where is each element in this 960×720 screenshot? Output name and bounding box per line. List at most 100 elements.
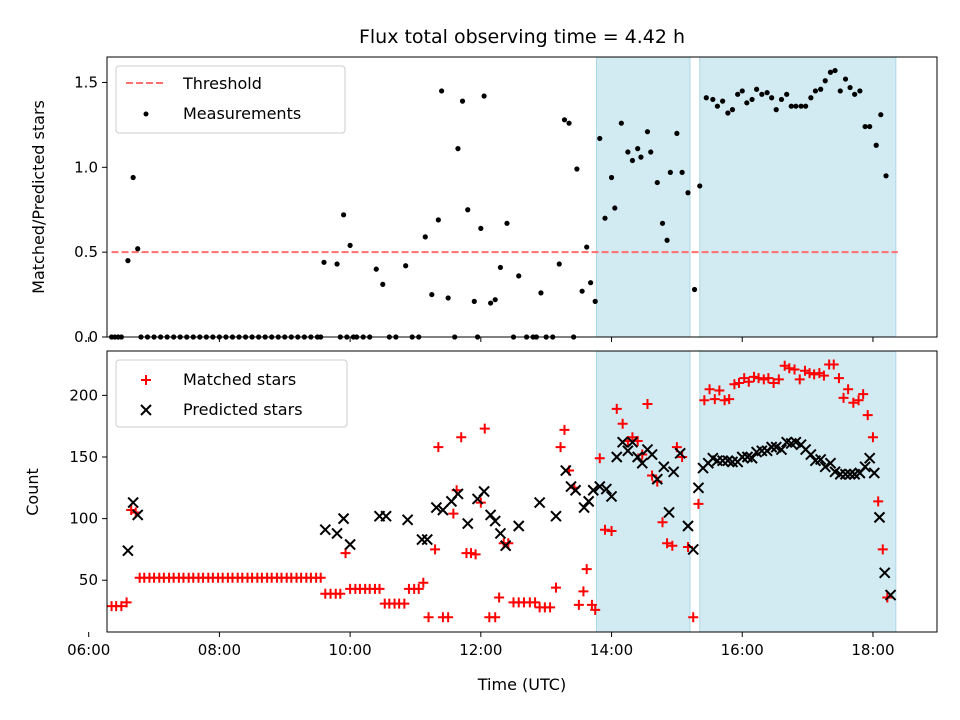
matched-star-point [456, 432, 467, 443]
predicted-star-point [344, 538, 356, 551]
predicted-star-point [658, 461, 670, 473]
matched-star-point [853, 395, 864, 406]
matched-star-point [758, 374, 769, 385]
measurement-point [422, 234, 428, 240]
predicted-star-point [578, 501, 590, 514]
matched-star-point [677, 451, 688, 462]
x-tick-label: 06:00 [67, 641, 110, 659]
measurement-point [597, 135, 603, 142]
predicted-star-point [337, 512, 350, 525]
measurement-point [516, 273, 522, 279]
measurement-point [754, 86, 760, 92]
legend-measurements-swatch [143, 111, 149, 117]
legend-predicted-swatch [140, 404, 152, 416]
measurement-point [878, 112, 884, 118]
matched-star-point [729, 379, 740, 390]
measurement-point [735, 91, 741, 97]
matched-star-point [647, 470, 658, 481]
x-axis-label: Time (UTC) [477, 675, 566, 694]
measurement-point [674, 130, 680, 136]
measurement-point [497, 264, 504, 271]
predicted-star-point [582, 495, 595, 508]
measurement-point [340, 212, 347, 218]
bottom-legend-box [115, 359, 348, 428]
measurement-point [759, 91, 765, 97]
measurement-point [725, 110, 731, 116]
measurement-point [857, 88, 863, 94]
measurement-point [635, 146, 641, 152]
measurement-point [862, 123, 868, 130]
predicted-star-point [839, 468, 852, 480]
measurement-point [822, 78, 828, 84]
matched-star-point [479, 423, 490, 434]
measurement-point [812, 88, 819, 94]
measurement-point [481, 93, 487, 99]
matched-star-point [753, 373, 764, 384]
predicted-star-point [132, 509, 144, 521]
predicted-star-point [605, 490, 618, 503]
measurement-point [847, 84, 853, 91]
measurement-point [130, 174, 136, 181]
matched-star-point [418, 577, 429, 588]
y-tick-label: 50 [79, 571, 98, 589]
measurement-point [584, 244, 590, 250]
matched-star-point [443, 612, 454, 623]
matched-star-point [828, 359, 839, 370]
matched-star-point [773, 374, 784, 385]
matched-star-point [877, 544, 888, 555]
matched-star-point [688, 612, 699, 623]
measurement-point [793, 103, 799, 109]
predicted-star-point [416, 533, 428, 546]
matched-star-point [794, 374, 805, 385]
predicted-star-point [513, 520, 525, 532]
matched-star-point [559, 424, 570, 435]
measurement-point [471, 298, 477, 304]
measurement-point [664, 237, 670, 243]
predicted-star-point [682, 520, 694, 532]
measurement-point [818, 86, 824, 92]
measurement-point [455, 146, 461, 152]
legend-threshold-label: Threshold [182, 74, 262, 93]
predicted-star-point [711, 454, 724, 467]
top-legend: Threshold Measurements [115, 65, 346, 134]
top-y-ticks: 0.0 0.5 1.0 1.5 [74, 73, 107, 346]
predicted-star-point [437, 504, 449, 516]
bottom-legend: Matched stars Predicted stars [115, 359, 348, 428]
predicted-star-point [622, 445, 634, 457]
measurement-point [334, 261, 340, 267]
matched-star-point [550, 582, 561, 593]
measurement-point [773, 107, 779, 113]
matched-star-point [662, 538, 673, 549]
matched-star-point [657, 517, 668, 528]
shaded-span [699, 56, 897, 338]
predicted-star-point [478, 485, 490, 498]
predicted-star-point [756, 445, 768, 457]
matched-star-point [724, 394, 735, 405]
bottom-shaded-spans [596, 350, 897, 633]
measurement-point [837, 88, 843, 94]
x-tick-label: 08:00 [198, 641, 241, 659]
measurement-point [744, 100, 750, 106]
predicted-star-point [884, 589, 897, 601]
measurement-point [125, 258, 131, 264]
top-shaded-spans [596, 56, 897, 338]
matched-star-point [594, 453, 605, 464]
matched-star-point [423, 612, 434, 623]
matched-star-point [768, 378, 779, 389]
predicted-star-point [765, 441, 778, 453]
measurement-point [638, 154, 644, 160]
matched-star-point [600, 524, 610, 535]
matched-star-point [667, 540, 678, 551]
y-tick-label: 1.5 [74, 73, 98, 91]
predicted-star-point [319, 523, 331, 536]
matched-star-point [611, 403, 622, 414]
predicted-star-point [401, 514, 414, 526]
matched-star-point [606, 525, 617, 536]
predicted-star-point [726, 456, 739, 468]
measurement-point [380, 281, 386, 287]
predicted-star-point [587, 484, 599, 496]
predicted-star-point [331, 527, 343, 540]
matched-star-point [714, 385, 725, 396]
measurement-point [679, 169, 685, 175]
matched-star-point [809, 369, 820, 380]
